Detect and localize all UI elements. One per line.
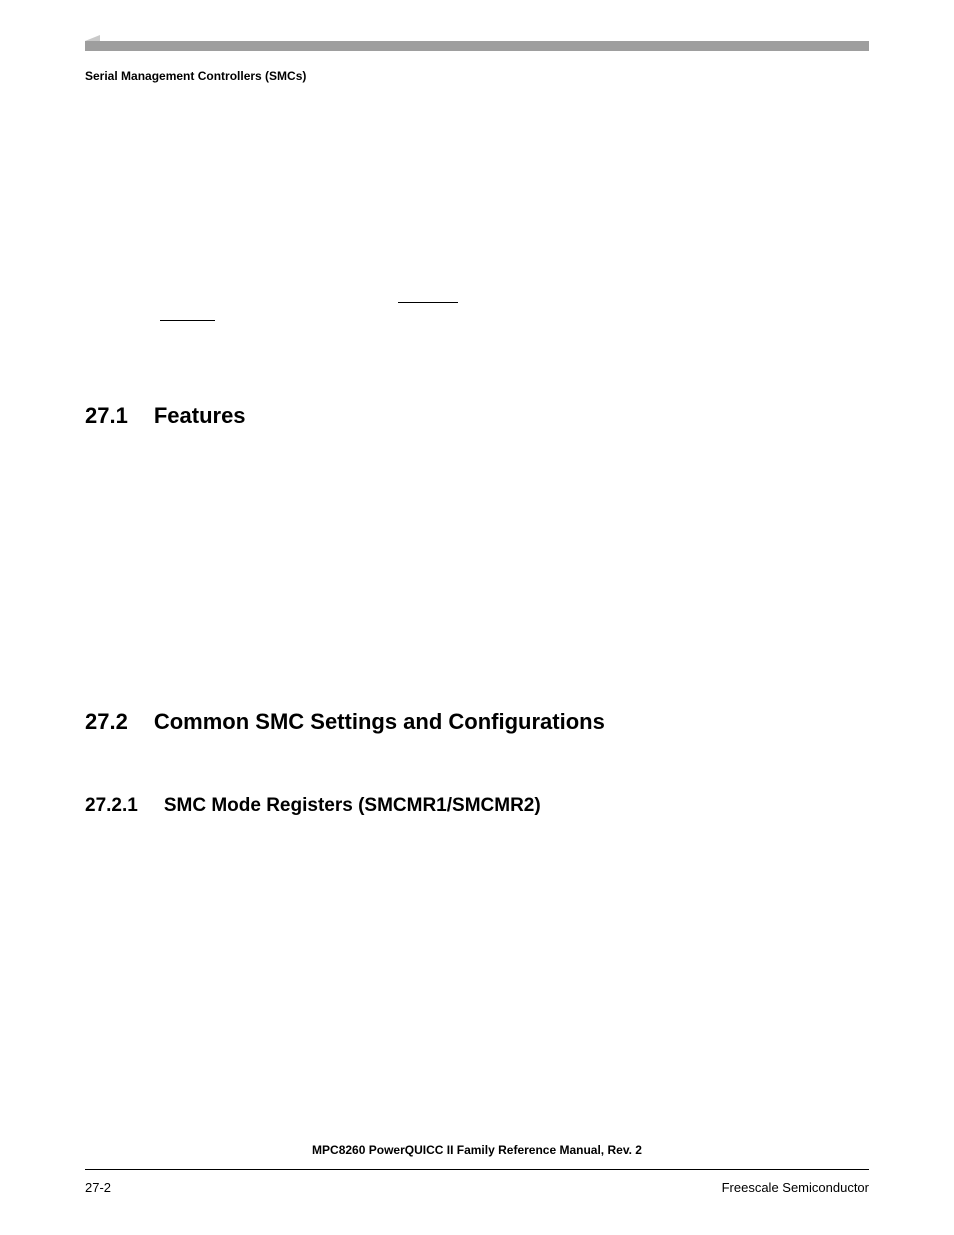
footer-company: Freescale Semiconductor [722,1180,869,1195]
page-header-title: Serial Management Controllers (SMCs) [85,69,869,83]
decorative-underline [160,320,215,321]
section-number: 27.2.1 [85,795,138,817]
footer-bottom-row: 27-2 Freescale Semiconductor [85,1180,869,1195]
section-heading-common-settings: 27.2 Common SMC Settings and Configuratio… [85,709,869,735]
page-number: 27-2 [85,1180,111,1195]
section-title: SMC Mode Registers (SMCMR1/SMCMR2) [164,795,541,816]
document-page: Serial Management Controllers (SMCs) 27.… [0,0,954,1235]
section-title: Common SMC Settings and Configurations [154,709,605,734]
decorative-underline [398,302,458,303]
section-number: 27.2 [85,709,128,735]
page-footer: MPC8260 PowerQUICC II Family Reference M… [85,1143,869,1195]
footer-manual-title: MPC8260 PowerQUICC II Family Reference M… [85,1143,869,1157]
section-title: Features [154,403,246,428]
section-number: 27.1 [85,403,128,429]
section-heading-mode-registers: 27.2.1 SMC Mode Registers (SMCMR1/SMCMR2) [85,795,869,817]
section-heading-features: 27.1 Features [85,403,869,429]
footer-separator-line [85,1169,869,1170]
header-separator-bar [85,41,869,51]
